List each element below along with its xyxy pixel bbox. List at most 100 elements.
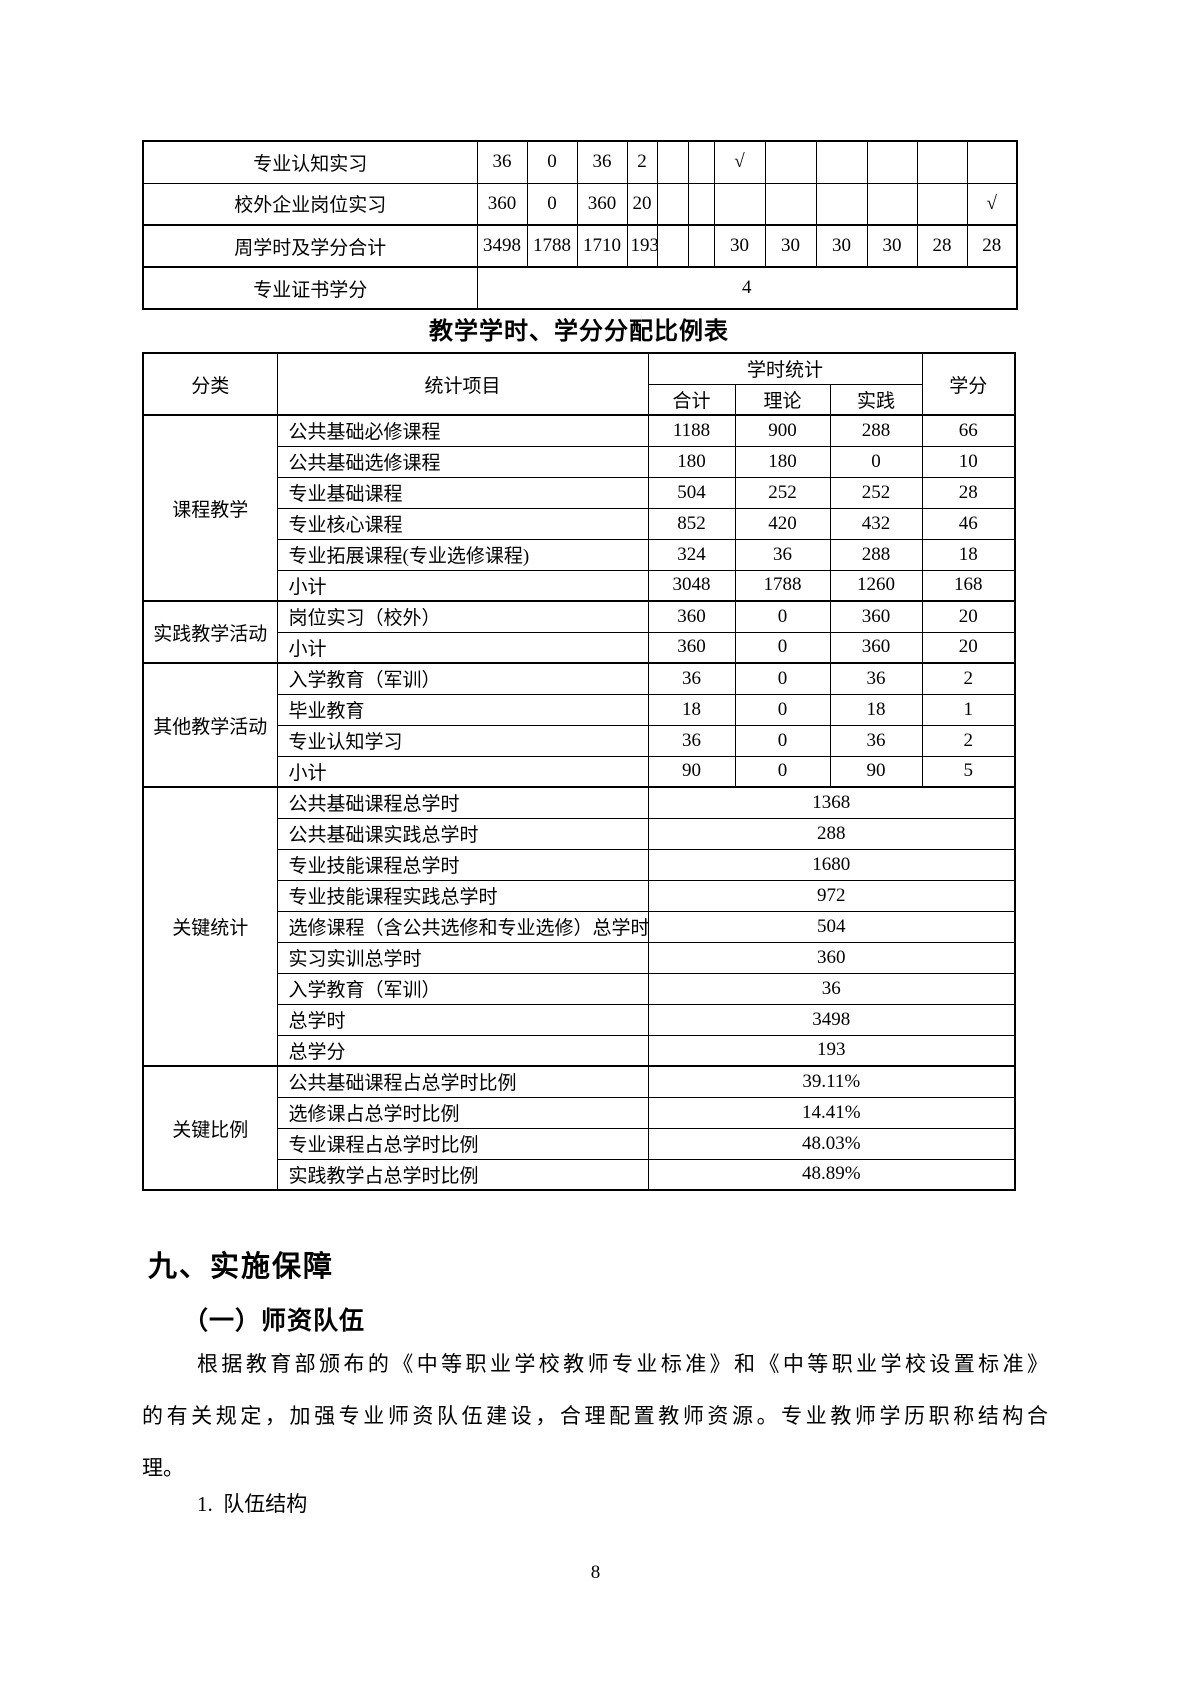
category-cell: 其他教学活动 — [142, 662, 278, 788]
theory-cell: 0 — [734, 662, 831, 695]
item-cell: 实践教学占总学时比例 — [276, 1158, 649, 1191]
table-row: 周学时及学分合计 3498 1788 1710 193 30 30 30 30 28 28 — [142, 224, 1018, 268]
credits-cell: 20 — [921, 600, 1016, 633]
term-cell — [764, 182, 817, 226]
table-row: 专业认知实习 36 0 36 2 √ — [142, 140, 1018, 184]
ratio-table-title: 教学学时、学分分配比例表 — [429, 319, 729, 345]
checkmark-cell: √ — [713, 140, 766, 184]
practice-cell: 360 — [829, 631, 923, 664]
item-cell: 小计 — [276, 755, 649, 788]
table-row: 专业基础课程 504 252 252 28 — [143, 476, 1016, 509]
row-label-cell: 专业认知实习 — [142, 140, 478, 184]
checkmark-cell: √ — [966, 182, 1018, 226]
item-cell: 专业技能课程总学时 — [276, 848, 649, 881]
total-cell: 36 — [647, 724, 736, 757]
value-cell: 360 — [576, 182, 628, 226]
value-cell: 20 — [626, 182, 658, 226]
table-row: 入学教育（军训） 36 — [143, 972, 1016, 1005]
practice-cell: 1260 — [829, 569, 923, 602]
total-cell: 36 — [647, 662, 736, 695]
spacer-cell — [687, 182, 715, 226]
item-cell: 专业认知学习 — [276, 724, 649, 757]
total-cell: 90 — [647, 755, 736, 788]
practice-cell: 288 — [829, 538, 923, 571]
item-cell: 公共基础选修课程 — [276, 445, 649, 478]
credits-cell: 2 — [921, 724, 1016, 757]
row-label-cell: 专业证书学分 — [142, 266, 478, 310]
practice-cell: 18 — [829, 693, 923, 726]
weekly-table-body: 专业认知实习 36 0 36 2 √ 校外企业岗位实习 360 0 360 20 √ 周学时及学分合计 3… — [142, 140, 1018, 310]
value-cell: 36 — [576, 140, 628, 184]
total-cell: 852 — [647, 507, 736, 540]
spacer-cell — [656, 182, 689, 226]
hours-credits-ratio-table: 分类 统计项目 学时统计 学分 合计 理论 实践 课程教学 公共基础必修课程 118… — [142, 352, 1016, 1191]
category-cell: 关键统计 — [142, 786, 278, 1067]
item-cell: 选修课程（含公共选修和专业选修）总学时 — [276, 910, 649, 943]
item-cell: 总学分 — [276, 1034, 649, 1067]
item-cell: 专业拓展课程(专业选修课程) — [276, 538, 649, 571]
span-value-cell: 972 — [647, 879, 1016, 912]
item-cell: 实习实训总学时 — [276, 941, 649, 974]
term-cell: 30 — [815, 224, 868, 268]
practice-cell: 90 — [829, 755, 923, 788]
table-row: 关键统计 公共基础课程总学时 1368 — [142, 786, 1016, 1067]
table-row: 实习实训总学时 360 — [143, 941, 1016, 974]
item-cell: 公共基础课程总学时 — [276, 786, 649, 819]
item-cell: 入学教育（军训） — [276, 662, 649, 695]
ratio-table-body: 分类 统计项目 学时统计 学分 合计 理论 实践 课程教学 公共基础必修课程 118… — [142, 352, 1016, 1191]
table-row: 专业认知学习 36 0 36 2 — [143, 724, 1016, 757]
span-value-cell: 36 — [647, 972, 1016, 1005]
ratio-header-row-1: 分类 统计项目 学时统计 学分 — [142, 352, 1016, 416]
category-cell: 关键比例 — [142, 1065, 278, 1191]
credits-cell: 10 — [921, 445, 1016, 478]
total-cell: 18 — [647, 693, 736, 726]
header-item: 统计项目 — [276, 352, 649, 416]
table-row: 毕业教育 18 0 18 1 — [143, 693, 1016, 726]
numbered-list-item: 1. 队伍结构 — [197, 1492, 308, 1516]
total-cell: 360 — [647, 631, 736, 664]
span-value-cell: 39.11% — [647, 1065, 1016, 1098]
item-cell: 专业核心课程 — [276, 507, 649, 540]
spacer-cell — [656, 224, 689, 268]
table-row: 课程教学 公共基础必修课程 1188 900 288 66 — [142, 414, 1016, 602]
item-cell: 专业基础课程 — [276, 476, 649, 509]
term-cell: 30 — [866, 224, 918, 268]
category-cell: 实践教学活动 — [142, 600, 278, 664]
theory-cell: 0 — [734, 600, 831, 633]
span-value-cell: 288 — [647, 817, 1016, 850]
item-cell: 选修课占总学时比例 — [276, 1096, 649, 1129]
table-row: 关键比例 公共基础课程占总学时比例 39.11% — [142, 1065, 1016, 1191]
span-value-cell: 14.41% — [647, 1096, 1016, 1129]
span-value-cell: 193 — [647, 1034, 1016, 1067]
header-practice: 实践 — [829, 383, 923, 416]
practice-cell: 252 — [829, 476, 923, 509]
page-number: 8 — [590, 1562, 601, 1583]
table-row: 专业证书学分 4 — [142, 266, 1018, 310]
value-cell: 36 — [476, 140, 528, 184]
credits-cell: 28 — [921, 476, 1016, 509]
credits-cell: 5 — [921, 755, 1016, 788]
table-row: 校外企业岗位实习 360 0 360 20 √ — [142, 182, 1018, 226]
table-row: 小计 90 0 90 5 — [143, 755, 1016, 788]
spacer-cell — [687, 224, 715, 268]
item-cell: 小计 — [276, 631, 649, 664]
theory-cell: 36 — [734, 538, 831, 571]
row-label-cell: 校外企业岗位实习 — [142, 182, 478, 226]
credits-cell: 46 — [921, 507, 1016, 540]
header-theory: 理论 — [734, 383, 831, 416]
section-paragraph: 根据教育部颁布的《中等职业学校教师专业标准》和《中等职业学校设置标准》 的有关规… — [142, 1338, 1048, 1494]
span-value-cell: 48.03% — [647, 1127, 1016, 1160]
term-cell: 28 — [966, 224, 1018, 268]
item-cell: 公共基础必修课程 — [276, 414, 649, 447]
practice-cell: 36 — [829, 724, 923, 757]
practice-cell: 36 — [829, 662, 923, 695]
paragraph-line: 根据教育部颁布的《中等职业学校教师专业标准》和《中等职业学校设置标准》 — [197, 1352, 1048, 1376]
row-label-cell: 周学时及学分合计 — [142, 224, 478, 268]
term-cell: 28 — [916, 224, 968, 268]
theory-cell: 1788 — [734, 569, 831, 602]
table-row: 选修课程（含公共选修和专业选修）总学时 504 — [143, 910, 1016, 943]
total-cell: 360 — [647, 600, 736, 633]
spacer-cell — [656, 140, 689, 184]
term-cell — [815, 182, 868, 226]
